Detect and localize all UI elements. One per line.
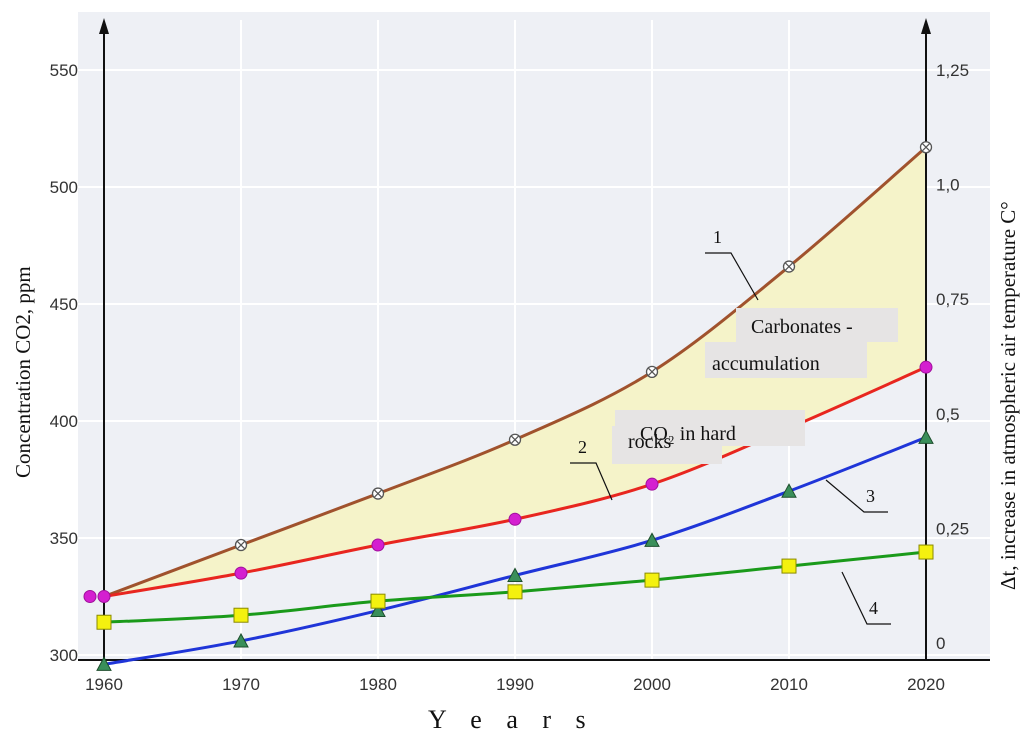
y-tick-left-550: 550	[50, 61, 78, 80]
carbonates-bg-2	[705, 342, 867, 378]
annotations: Carbonates - accumulation CO₂ in hardrocks…	[570, 227, 898, 625]
series-4-point-1970	[233, 607, 249, 623]
co2-rocks-label-line1: CO₂ in hard	[640, 423, 736, 445]
carbonates-label-line1: Carbonates -	[751, 316, 853, 338]
x-tick-2000: 2000	[633, 675, 671, 694]
carbonates-bg-1	[736, 308, 898, 342]
series-1-point-2010	[782, 260, 796, 273]
series-4	[96, 544, 934, 630]
series-number-label-4: 4	[869, 598, 878, 618]
series-1-point-1980	[371, 487, 385, 500]
y-tick-right-0,75: 0,75	[936, 290, 969, 309]
y-tick-right-1,25: 1,25	[936, 61, 969, 80]
y-tick-left-350: 350	[50, 529, 78, 548]
series-1-point-1980-cross-b	[374, 489, 382, 498]
series-group	[83, 141, 934, 671]
carbonates-label-line2: accumulation	[712, 353, 820, 375]
series-3-point-1960	[96, 656, 112, 671]
series-3-point-1990	[507, 567, 523, 582]
y-tick-right-1,0: 1,0	[936, 176, 960, 195]
tick-labels: 300 350 400 450 500 550 0 0,25 0,5 0,75 1,0 1,25 196…	[50, 61, 969, 694]
series-1-point-2020-cross-b	[922, 143, 930, 152]
series-4-point-1980	[370, 593, 386, 609]
series-number-label-1: 1	[713, 227, 722, 247]
series-3-point-2010	[781, 483, 797, 498]
series-2-point-1960	[97, 590, 111, 603]
series-2-point-1980	[371, 538, 385, 552]
x-tick-1960: 1960	[85, 675, 123, 694]
series-1-point-2010-cross-b	[785, 262, 793, 271]
series-1-point-1970	[234, 538, 248, 552]
y-tick-right-0: 0	[936, 634, 945, 653]
x-tick-1970: 1970	[222, 675, 260, 694]
series-4-point-1960	[96, 614, 112, 630]
series-3-point-1970	[233, 632, 249, 648]
y-tick-left-450: 450	[50, 295, 78, 314]
series-2-point-2000	[645, 477, 659, 491]
series-leader-3	[825, 479, 888, 513]
series-leader-1	[705, 252, 759, 301]
y-axis-label-left: Concentration CO2, ppm	[11, 266, 35, 478]
series-4-point-2000	[644, 572, 660, 588]
series-leader-2	[570, 462, 613, 501]
series-4-point-2010	[781, 558, 797, 574]
left-axis-arrow	[99, 18, 109, 34]
series-2-point-1990	[508, 512, 522, 526]
series-leader-4	[841, 571, 891, 625]
series-2-start-dot	[83, 590, 97, 603]
x-tick-2020: 2020	[907, 675, 945, 694]
y-tick-left-500: 500	[50, 178, 78, 197]
series-1-point-1970-cross-b	[237, 541, 245, 549]
series-number-label-2: 2	[578, 437, 587, 457]
x-tick-2010: 2010	[770, 675, 808, 694]
series-2-point-1970	[234, 566, 248, 580]
y-tick-left-300: 300	[50, 646, 78, 665]
series-1-point-1990	[508, 433, 522, 446]
series-1-point-2000-cross-b	[648, 367, 656, 376]
series-3-point-1980	[370, 602, 386, 618]
y-tick-right-0,5: 0,5	[936, 405, 960, 424]
series-1-point-2020	[919, 141, 933, 154]
series-4-point-2020	[918, 544, 934, 560]
series-4-point-1990	[507, 584, 523, 600]
series-1-point-2000	[645, 365, 659, 379]
y-tick-right-0,25: 0,25	[936, 519, 969, 538]
right-axis-arrow	[921, 18, 931, 34]
x-tick-1980: 1980	[359, 675, 397, 694]
series-3-point-2020	[918, 429, 934, 444]
series-2-point-2020	[919, 360, 933, 374]
co2-rocks-label-line2: rocks	[628, 431, 672, 453]
series-3-point-2000	[644, 532, 660, 547]
x-tick-1990: 1990	[496, 675, 534, 694]
series-3	[96, 429, 934, 671]
y-tick-left-400: 400	[50, 412, 78, 431]
series-number-label-3: 3	[866, 486, 875, 506]
co2-rocks-bg-2	[612, 426, 722, 464]
y-axis-label-right: Δt, increase in atmospheric air temperat…	[996, 201, 1020, 590]
x-axis-label: Y e a r s	[428, 705, 595, 733]
series-1-point-1990-cross-b	[511, 435, 519, 444]
